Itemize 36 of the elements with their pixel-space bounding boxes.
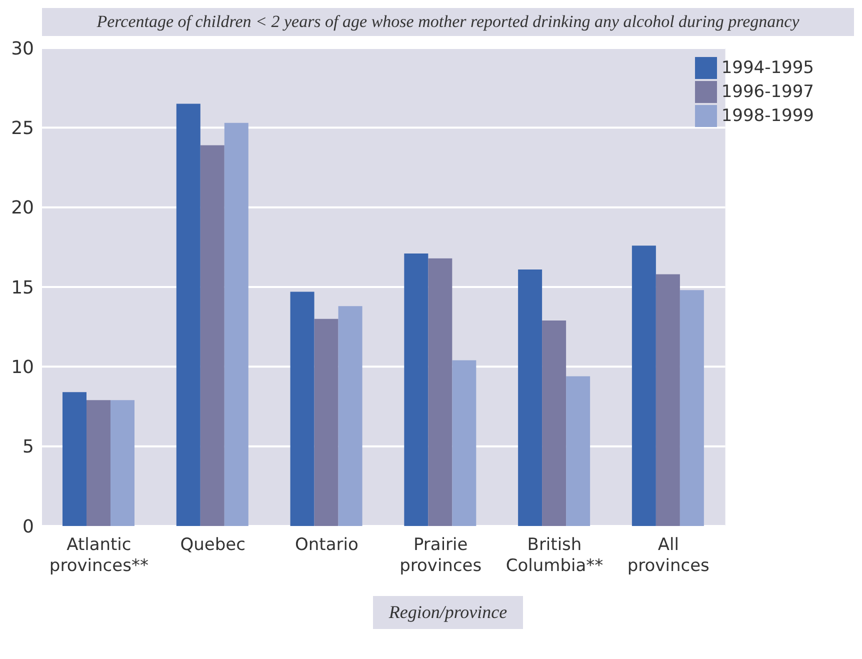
bar xyxy=(314,318,338,526)
bar xyxy=(110,400,134,526)
x-tick-label: Ontario xyxy=(295,535,358,555)
bar xyxy=(290,292,314,526)
x-tick-label: Prairie provinces xyxy=(400,535,482,576)
bar xyxy=(176,104,200,526)
bar xyxy=(542,320,566,526)
y-tick-label: 30 xyxy=(11,38,34,60)
bar xyxy=(224,122,248,526)
y-tick-label: 20 xyxy=(11,198,34,219)
y-tick-label: 5 xyxy=(22,436,34,458)
chart-title: Percentage of children < 2 years of age whose mother reported drinking any alcohol during pregnancy xyxy=(42,8,854,36)
bar xyxy=(200,145,224,526)
y-tick-label: 15 xyxy=(11,277,34,298)
x-tick-label: Atlantic provinces** xyxy=(49,535,148,576)
y-tick-label: 25 xyxy=(11,118,34,140)
x-axis-title: Region/province xyxy=(372,596,524,629)
bar xyxy=(680,290,704,526)
bar xyxy=(404,254,428,526)
bar xyxy=(428,258,452,526)
bar xyxy=(338,306,362,526)
y-tick-label: 0 xyxy=(22,516,34,538)
bar xyxy=(656,274,680,526)
bar xyxy=(566,376,590,526)
bar xyxy=(452,360,476,526)
bar xyxy=(632,246,656,526)
y-tick-label: 10 xyxy=(11,357,34,378)
x-tick-label: British Columbia** xyxy=(506,535,604,576)
x-tick-label: All provinces xyxy=(627,535,710,576)
legend-label: 1998-1999 xyxy=(721,106,814,126)
x-tick-label: Quebec xyxy=(180,535,246,555)
legend-label: 1994-1995 xyxy=(721,58,814,78)
bar xyxy=(86,400,110,526)
bar xyxy=(62,392,86,526)
legend-label: 1996-1997 xyxy=(721,82,814,102)
bar xyxy=(518,269,542,526)
